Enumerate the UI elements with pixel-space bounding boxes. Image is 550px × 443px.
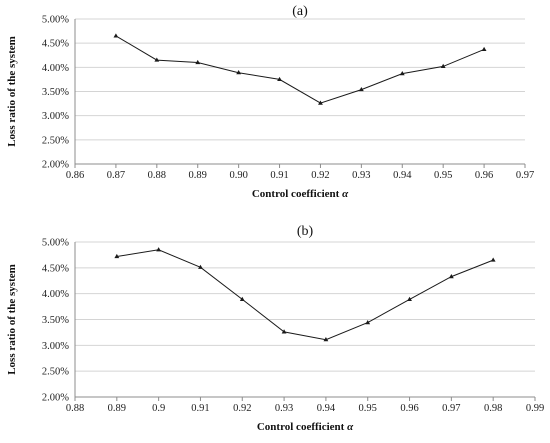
y-tick-label: 3.00% [42,341,69,352]
data-point [448,274,454,279]
x-tick-label: 0.90 [229,170,247,181]
y-tick-label: 4.50% [42,39,69,50]
x-tick-label: 0.95 [434,170,452,181]
x-tick-label: 0.86 [66,170,84,181]
y-tick-label: 2.50% [42,135,69,146]
x-tick-label: 0.88 [148,170,166,181]
x-tick-label: 0.99 [526,403,544,414]
x-tick-label: 0.98 [484,403,502,414]
series-line [115,35,485,104]
data-point [114,253,120,259]
x-tick-label: 0.93 [275,403,293,414]
x-tick-label: 0.97 [516,170,534,181]
data-point [358,86,364,92]
x-tick-label: 0.92 [233,403,251,414]
data-point [481,46,487,52]
y-tick-label: 2.50% [42,367,69,378]
data-point [399,71,405,76]
x-axis-title: Control coefficient α [257,421,354,433]
y-tick-label: 3.00% [42,111,69,122]
data-point [156,247,162,252]
series-line [116,249,494,341]
data-point [154,57,160,62]
data-point [490,257,496,262]
x-tick-label: 0.97 [442,403,460,414]
x-tick-label: 0.87 [107,170,125,181]
x-tick-label: 0.96 [400,403,418,414]
y-tick-label: 5.00% [42,15,69,26]
chart-panel-0: 2.00% 2.50% 3.00% 3.50% 4.00% 4.50% 5.00% 0.86 0… [6,4,534,200]
y-tick-label: 5.00% [42,238,69,249]
data-point [239,296,245,301]
y-axis-title: Loss ratio of the system [6,264,18,375]
data-point [113,33,119,38]
data-point [407,296,412,301]
x-tick-label: 0.89 [108,403,126,414]
x-axis-title: Control coefficient α [252,188,349,200]
data-point [198,264,203,269]
panel-title: (a) [292,4,308,19]
y-tick-label: 4.00% [42,289,69,300]
y-tick-label: 2.00% [42,393,69,404]
y-tick-label: 3.50% [42,87,69,98]
x-tick-label: 0.94 [393,170,412,181]
x-tick-label: 0.93 [352,170,370,181]
y-tick-label: 3.50% [42,315,69,326]
data-point [440,63,446,68]
panel-title: (b) [297,224,314,239]
x-tick-label: 0.91 [270,170,288,181]
x-tick-label: 0.94 [317,403,336,414]
data-point [195,59,201,65]
x-tick-label: 0.9 [152,403,165,414]
x-tick-label: 0.95 [359,403,377,414]
y-tick-label: 4.50% [42,263,69,274]
data-point [236,70,242,75]
data-point [318,100,323,105]
data-point [365,320,371,325]
y-axis-title: Loss ratio of the system [6,36,18,147]
x-tick-label: 0.92 [311,170,329,181]
x-tick-label: 0.96 [475,170,493,181]
y-tick-label: 2.00% [42,160,69,171]
x-tick-label: 0.88 [66,403,84,414]
x-tick-label: 0.89 [189,170,207,181]
x-tick-label: 0.91 [191,403,209,414]
data-point [281,329,287,334]
data-point [323,337,329,342]
chart-panel-1: 2.00% 2.50% 3.00% 3.50% 4.00% 4.50% 5.00% 0.88 0… [6,224,544,433]
y-tick-label: 4.00% [42,63,69,74]
data-point [277,76,282,82]
